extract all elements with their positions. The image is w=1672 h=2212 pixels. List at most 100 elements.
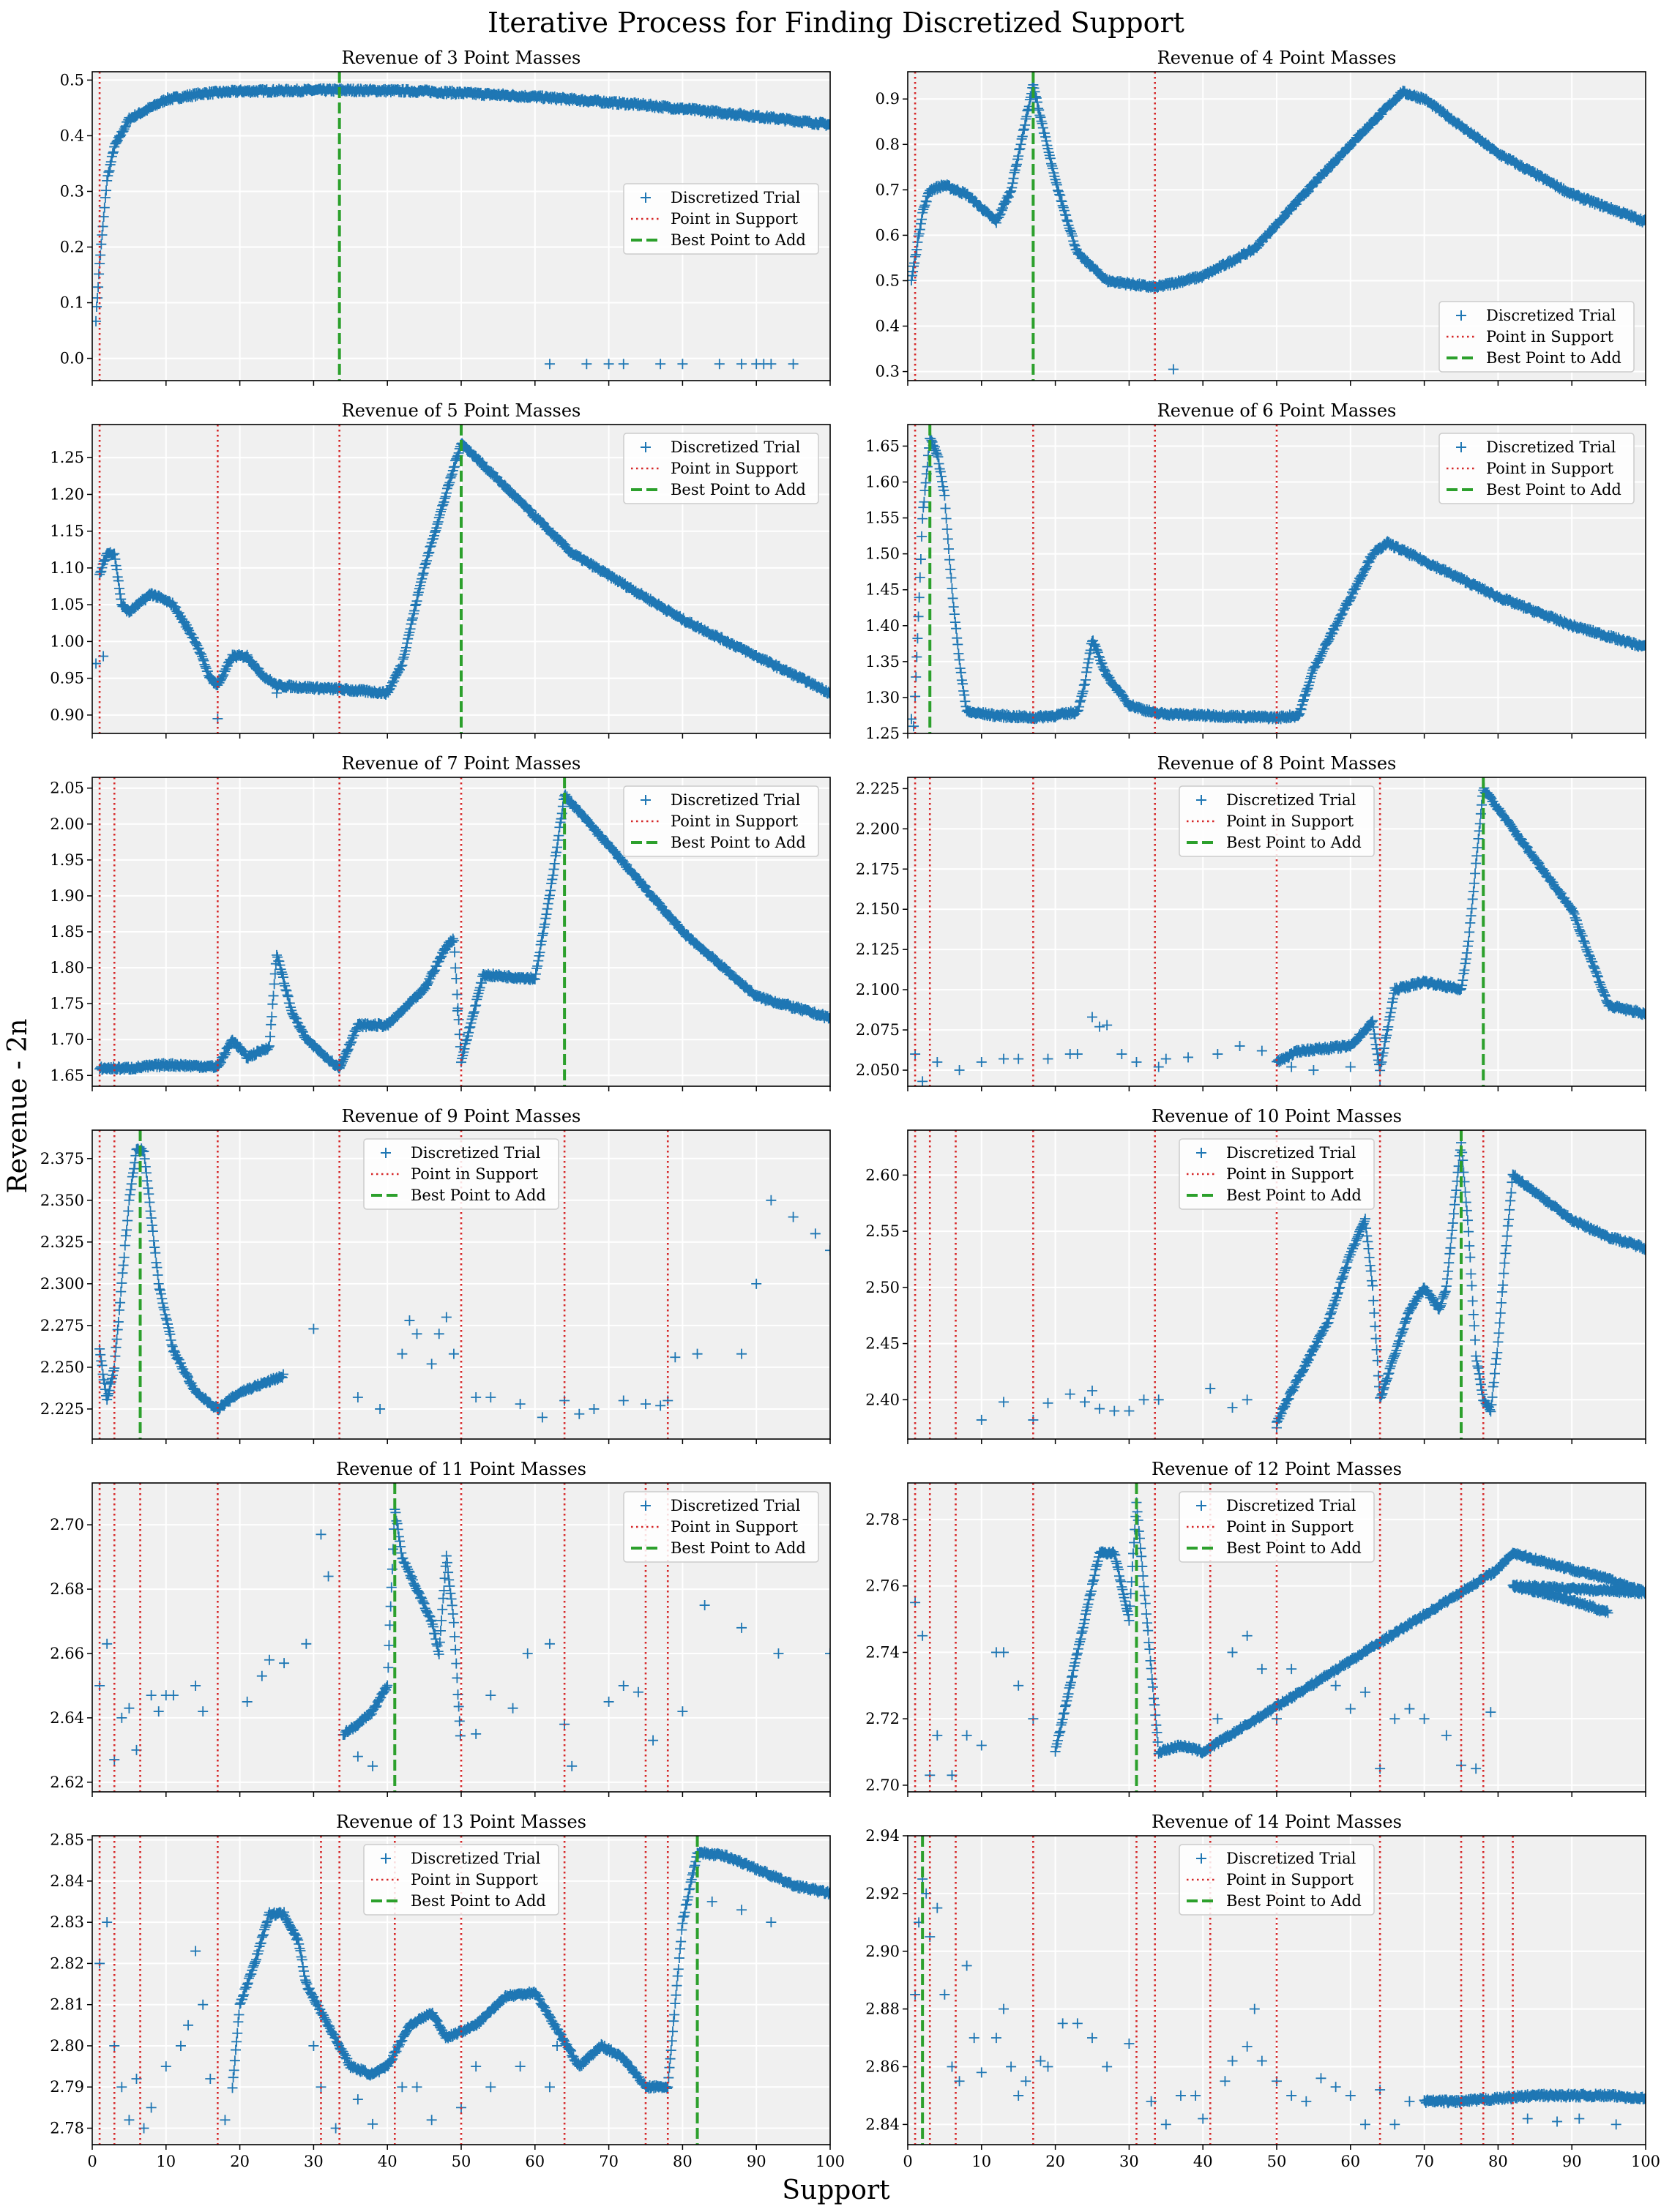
trial-point [766, 359, 777, 370]
trial-point [947, 593, 958, 604]
plot-marks [92, 425, 830, 733]
y-tick-label: 1.85 [50, 923, 84, 941]
trial-point [1091, 645, 1102, 656]
legend-label: Point in Support [671, 812, 799, 830]
trial-point [98, 556, 109, 567]
trial-point [1021, 111, 1032, 122]
trial-point [823, 687, 830, 698]
trial-point [452, 1005, 463, 1016]
trial-point [1378, 1047, 1389, 1058]
trial-point [1013, 151, 1024, 162]
trial-point [1352, 578, 1363, 589]
legend-marker-trial [1456, 442, 1466, 452]
trial-point [788, 359, 799, 370]
trial-point [1015, 139, 1026, 150]
trial-point [412, 589, 423, 600]
legend-label: Point in Support [671, 210, 799, 228]
trial-point [266, 1012, 277, 1022]
trial-point [590, 824, 601, 835]
legend-box [1438, 301, 1635, 373]
chart-title: Revenue of 3 Point Masses [342, 48, 581, 68]
trial-point [337, 1056, 348, 1067]
trial-point [282, 990, 293, 1001]
trial-point [281, 985, 292, 996]
y-tick-label: 0.3 [60, 182, 84, 200]
trial-point [296, 1025, 307, 1036]
trial-point [548, 870, 559, 881]
trial-point [402, 638, 413, 649]
trial-point [433, 517, 444, 528]
trial-point [1296, 704, 1307, 715]
trial-point [923, 450, 933, 461]
trial-point [1015, 143, 1026, 154]
trial-point [617, 577, 628, 588]
legend-box [623, 183, 819, 255]
trial-point [347, 1033, 358, 1044]
trial-point [272, 949, 282, 960]
trial-point [822, 1011, 830, 1022]
trial-point [1034, 110, 1045, 121]
trial-point [1036, 116, 1047, 127]
trial-point [959, 690, 970, 700]
trial-point [714, 359, 725, 370]
trial-point [922, 461, 933, 472]
trial-point [915, 554, 926, 565]
y-tick-label: 2.125 [856, 941, 900, 958]
trial-point [272, 687, 282, 698]
trial-point [908, 721, 919, 732]
trial-point [447, 933, 458, 944]
trial-point [115, 589, 126, 599]
trial-point [952, 632, 963, 643]
y-tick-label: 0.4 [876, 318, 900, 335]
y-tick-label: 0.3 [876, 363, 900, 381]
trial-point [343, 1044, 354, 1055]
y-tick-label: 1.95 [50, 851, 84, 869]
legend-marker-trial [641, 442, 651, 452]
y-tick-label: 0.95 [50, 670, 84, 687]
plot-frame [907, 71, 1646, 381]
trial-point [1261, 233, 1272, 244]
trial-point [917, 214, 928, 225]
trial-point [217, 671, 228, 682]
trial-point [113, 575, 124, 586]
trial-point [99, 555, 110, 566]
figure-xlabel: Support [782, 2175, 890, 2205]
trial-point [824, 687, 830, 698]
trial-point [97, 230, 108, 241]
y-tick-label: 1.70 [50, 1031, 84, 1048]
trial-point [824, 1013, 830, 1024]
trial-point [222, 1042, 233, 1053]
trial-point [1029, 86, 1040, 97]
trial-point [939, 490, 950, 501]
trial-point [824, 119, 830, 130]
trial-point [526, 505, 537, 516]
y-tick-label: 1.50 [865, 545, 900, 563]
trial-point [436, 506, 446, 517]
chart-title: Revenue of 4 Point Masses [1157, 48, 1397, 68]
trial-point [403, 629, 414, 640]
chart-panel: 1.251.301.351.401.451.501.551.601.65Reve… [865, 400, 1646, 742]
trial-point [554, 822, 565, 833]
trial-point [1372, 113, 1383, 124]
y-tick-label: 1.80 [50, 959, 84, 976]
trial-point [1331, 620, 1342, 631]
trial-point [474, 982, 485, 993]
trial-point [1102, 670, 1113, 681]
trial-point [538, 928, 548, 939]
trial-point [446, 471, 457, 482]
trial-point [1011, 159, 1022, 170]
trial-point [183, 622, 194, 633]
trial-point [1037, 122, 1048, 133]
trial-point [736, 359, 747, 370]
trial-point [267, 998, 278, 1009]
trial-point [280, 980, 291, 991]
trial-point [1041, 135, 1052, 146]
trial-point [448, 935, 459, 946]
trial-point [618, 359, 629, 370]
trial-point [933, 452, 944, 463]
trial-point [283, 991, 294, 1002]
trial-point [477, 978, 487, 988]
y-tick-label: 1.90 [50, 887, 84, 905]
trial-point [1348, 589, 1359, 599]
legend-label: Discretized Trial [1486, 438, 1616, 456]
